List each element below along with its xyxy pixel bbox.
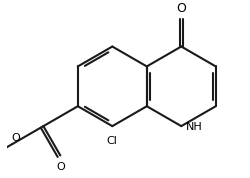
Text: Cl: Cl: [106, 136, 117, 146]
Text: O: O: [56, 162, 65, 172]
Text: O: O: [12, 133, 20, 143]
Text: NH: NH: [186, 122, 203, 132]
Text: O: O: [176, 2, 186, 15]
